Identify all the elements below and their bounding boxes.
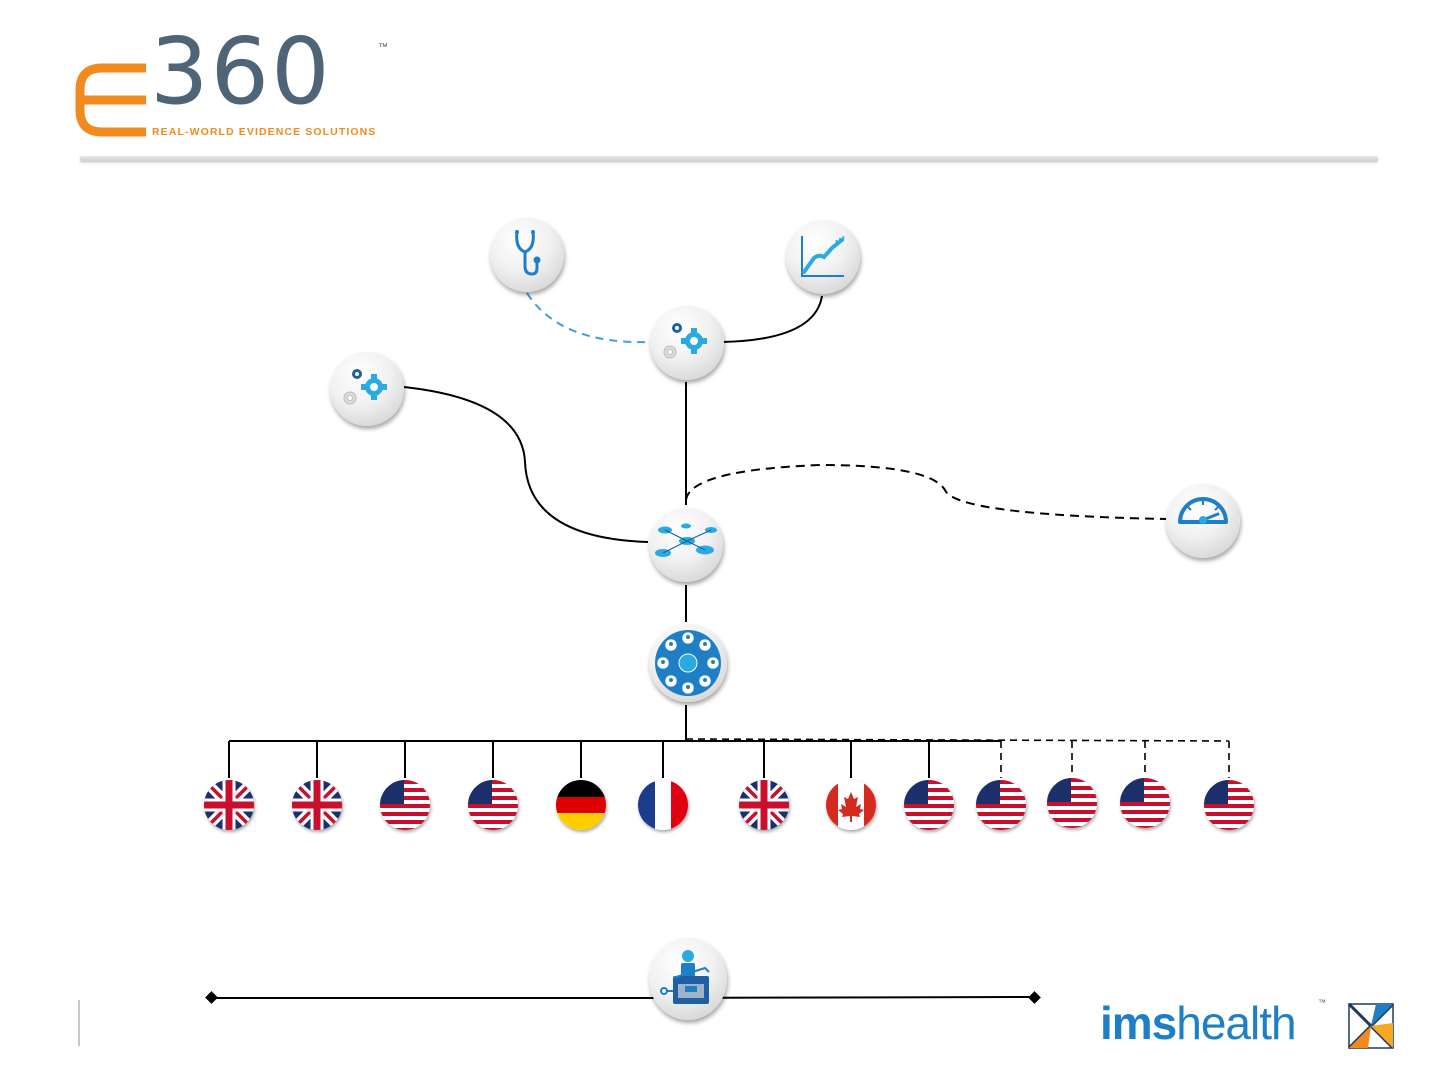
- brand-health: health: [1176, 997, 1296, 1049]
- processing-left-node[interactable]: [330, 352, 404, 426]
- analytics-node[interactable]: [786, 220, 860, 294]
- footer-divider: [78, 1000, 80, 1046]
- us-flag-icon: [1047, 778, 1097, 828]
- flag-us[interactable]: [904, 780, 954, 830]
- user-safe-icon: [660, 950, 710, 1004]
- database-network-icon: [655, 523, 717, 557]
- link-left-processing-datamodel: [403, 386, 649, 543]
- imshealth-logo: imshealth ™: [1100, 996, 1326, 1049]
- link-clinical-processing: [526, 292, 653, 344]
- stethoscope-icon: [515, 230, 541, 276]
- flag-bus-dashed: [685, 738, 1230, 742]
- brand-ims: ims: [1100, 997, 1177, 1049]
- data-model-node[interactable]: [649, 508, 723, 582]
- logo-trademark: ™: [378, 42, 388, 53]
- us-flag-icon: [976, 780, 1026, 830]
- canada-flag-icon: [826, 780, 876, 830]
- flag-germany[interactable]: [556, 780, 606, 830]
- imshealth-mark-icon: [1348, 1003, 1394, 1049]
- gears-icon: [343, 369, 387, 405]
- e-letter-icon: [75, 63, 146, 137]
- flag-france[interactable]: [638, 780, 688, 830]
- brand-trademark: ™: [1318, 998, 1326, 1007]
- germany-flag-icon: [556, 780, 606, 830]
- uk-flag-icon: [204, 780, 254, 830]
- us-flag-icon: [904, 780, 954, 830]
- people-network-icon: [655, 630, 721, 696]
- bottom-timeline: [212, 996, 1036, 999]
- us-flag-icon: [1204, 780, 1254, 830]
- flag-uk[interactable]: [739, 780, 789, 830]
- logo-digits: 360: [150, 18, 332, 125]
- us-flag-icon: [468, 780, 518, 830]
- flag-drops-dashed: [1000, 741, 1230, 778]
- flag-us[interactable]: [1204, 780, 1254, 830]
- flag-us[interactable]: [1047, 778, 1097, 828]
- processing-top-node[interactable]: [650, 306, 724, 380]
- clinical-node[interactable]: [490, 218, 564, 292]
- link-analytics-processing: [721, 295, 823, 343]
- speedometer-icon: [1178, 497, 1228, 524]
- gears-icon: [663, 323, 707, 359]
- header-divider: [80, 156, 1378, 162]
- e360-logo: 360 ™ REAL-WORLD EVIDENCE SOLUTIONS: [72, 26, 402, 140]
- timeline-end-marker: [1028, 991, 1041, 1004]
- flag-us[interactable]: [380, 780, 430, 830]
- flag-us[interactable]: [1120, 778, 1170, 828]
- flag-us[interactable]: [468, 780, 518, 830]
- france-flag-icon: [638, 780, 688, 830]
- us-flag-icon: [380, 780, 430, 830]
- uk-flag-icon: [739, 780, 789, 830]
- flag-uk[interactable]: [204, 780, 254, 830]
- network-node[interactable]: [649, 624, 727, 702]
- growth-chart-icon: [801, 235, 845, 277]
- flag-us[interactable]: [976, 780, 1026, 830]
- flag-drops-solid: [228, 741, 930, 778]
- dashboard-node[interactable]: [1166, 484, 1240, 558]
- link-datamodel-dashboard: [685, 463, 1169, 520]
- us-flag-icon: [1120, 778, 1170, 828]
- flag-uk[interactable]: [292, 780, 342, 830]
- flag-canada[interactable]: [826, 780, 876, 830]
- uk-flag-icon: [292, 780, 342, 830]
- logo-tagline: REAL-WORLD EVIDENCE SOLUTIONS: [152, 126, 377, 138]
- timeline-start-marker: [205, 991, 218, 1004]
- secure-access-node[interactable]: [649, 938, 727, 1020]
